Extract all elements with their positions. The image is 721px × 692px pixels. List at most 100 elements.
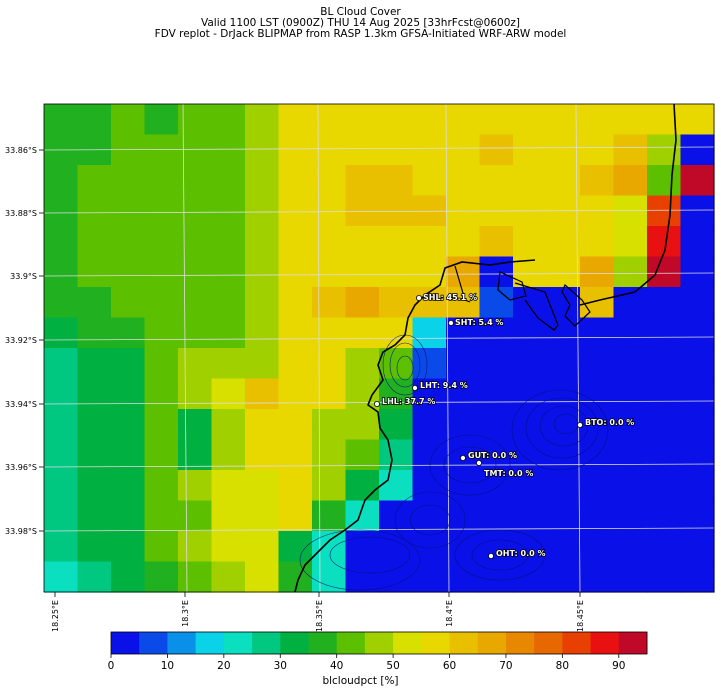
grid-cell [580, 287, 615, 319]
grid-cell [680, 470, 715, 502]
grid-cell [278, 500, 313, 532]
grid-cell [44, 500, 79, 532]
grid-cell [312, 317, 347, 349]
grid-cell [178, 561, 213, 593]
colorbar-swatch [111, 632, 140, 654]
colorbar-swatch [195, 632, 225, 654]
grid-cell [680, 165, 715, 197]
grid-cell [546, 317, 581, 349]
grid-cell [379, 134, 414, 166]
grid-cell [144, 409, 179, 441]
grid-cell [211, 500, 246, 532]
colorbar-swatch [618, 632, 648, 654]
grid-cell [647, 256, 682, 288]
grid-cell [680, 561, 715, 593]
y-tick-label: 33.86°S [5, 146, 37, 155]
grid-cell [111, 317, 146, 349]
grid-cell [513, 287, 548, 319]
station-label: TMT: 0.0 % [484, 469, 533, 478]
x-tick-label: 18.45°E [576, 600, 585, 632]
station-label: OHT: 0.0 % [496, 549, 545, 558]
heatmap-grid [44, 104, 715, 593]
colorbar-swatch [421, 632, 450, 654]
coastline [294, 103, 677, 593]
station-shl: SHL: 45.1 % [415, 292, 478, 303]
grid-cell [144, 439, 179, 471]
grid-cell [77, 226, 112, 258]
grid-cell [513, 378, 548, 410]
grid-cell [144, 226, 179, 258]
grid-cell [111, 500, 146, 532]
grid-cell [178, 256, 213, 288]
grid-cell [412, 561, 447, 593]
station-label: LHL: 37.7 % [382, 397, 435, 406]
grid-cell [245, 500, 280, 532]
colorbar-swatch [252, 632, 281, 654]
grid-cell [178, 317, 213, 349]
grid-cell [144, 348, 179, 380]
station-sht: SHT: 5.4 % [447, 317, 504, 328]
grid-cell [446, 470, 481, 502]
grid-cell [647, 378, 682, 410]
grid-cell [245, 287, 280, 319]
grid-cell [44, 287, 79, 319]
grid-cell [278, 287, 313, 319]
grid-cell [546, 439, 581, 471]
y-tick-label: 33.88°S [5, 209, 37, 218]
grid-cell [379, 561, 414, 593]
grid-cell [111, 348, 146, 380]
colorbar-swatch [139, 632, 168, 654]
grid-cell [613, 470, 648, 502]
grid-cell [245, 226, 280, 258]
grid-cell [479, 378, 514, 410]
grid-cell [479, 531, 514, 563]
grid-cell [647, 439, 682, 471]
grid-cell [278, 409, 313, 441]
grid-cell [278, 317, 313, 349]
grid-cell [312, 470, 347, 502]
grid-cell [44, 439, 79, 471]
grid-cell [278, 470, 313, 502]
grid-cell [680, 287, 715, 319]
grid-cell [144, 317, 179, 349]
grid-cell [412, 409, 447, 441]
grid-cell [680, 439, 715, 471]
colorbar-swatch [364, 632, 394, 654]
grid-cell [77, 409, 112, 441]
grid-cell [345, 378, 380, 410]
grid-cell [77, 470, 112, 502]
y-tick-label: 33.9°S [10, 272, 37, 281]
grid-cell [178, 470, 213, 502]
grid-cell [211, 256, 246, 288]
grid-cell [479, 165, 514, 197]
colorbar-swatch [449, 632, 479, 654]
grid-cell [446, 165, 481, 197]
grid-cell [44, 195, 79, 227]
grid-cell [513, 317, 548, 349]
grid-cell [546, 256, 581, 288]
grid-cell [178, 439, 213, 471]
grid-cell [680, 195, 715, 227]
grid-cell [680, 256, 715, 288]
grid-cell [312, 378, 347, 410]
grid-cell [546, 104, 581, 136]
grid-cell [613, 561, 648, 593]
grid-cell [211, 561, 246, 593]
grid-cell [345, 348, 380, 380]
grid-cell [111, 165, 146, 197]
x-tick-label: 18.35°E [315, 600, 324, 632]
grid-cell [580, 226, 615, 258]
grid-cell [44, 470, 79, 502]
grid-cell [44, 165, 79, 197]
grid-cell [111, 561, 146, 593]
grid-cell [245, 470, 280, 502]
axis-ticks: 18.25°E 18.3°E 18.35°E 18.4°E 18.45°E 33.86°S… [5, 146, 585, 632]
plot-frame [43, 103, 715, 593]
station-markers: SHL: 45.1 % SHT: 5.4 % LHT: 9.4 % LHL: 37.7… [373, 292, 635, 560]
grid-cell [613, 165, 648, 197]
station-bto: BTO: 0.0 % [577, 417, 635, 428]
grid-cell [178, 165, 213, 197]
grid-cell [111, 287, 146, 319]
station-oht: OHT: 0.0 % [487, 548, 546, 560]
